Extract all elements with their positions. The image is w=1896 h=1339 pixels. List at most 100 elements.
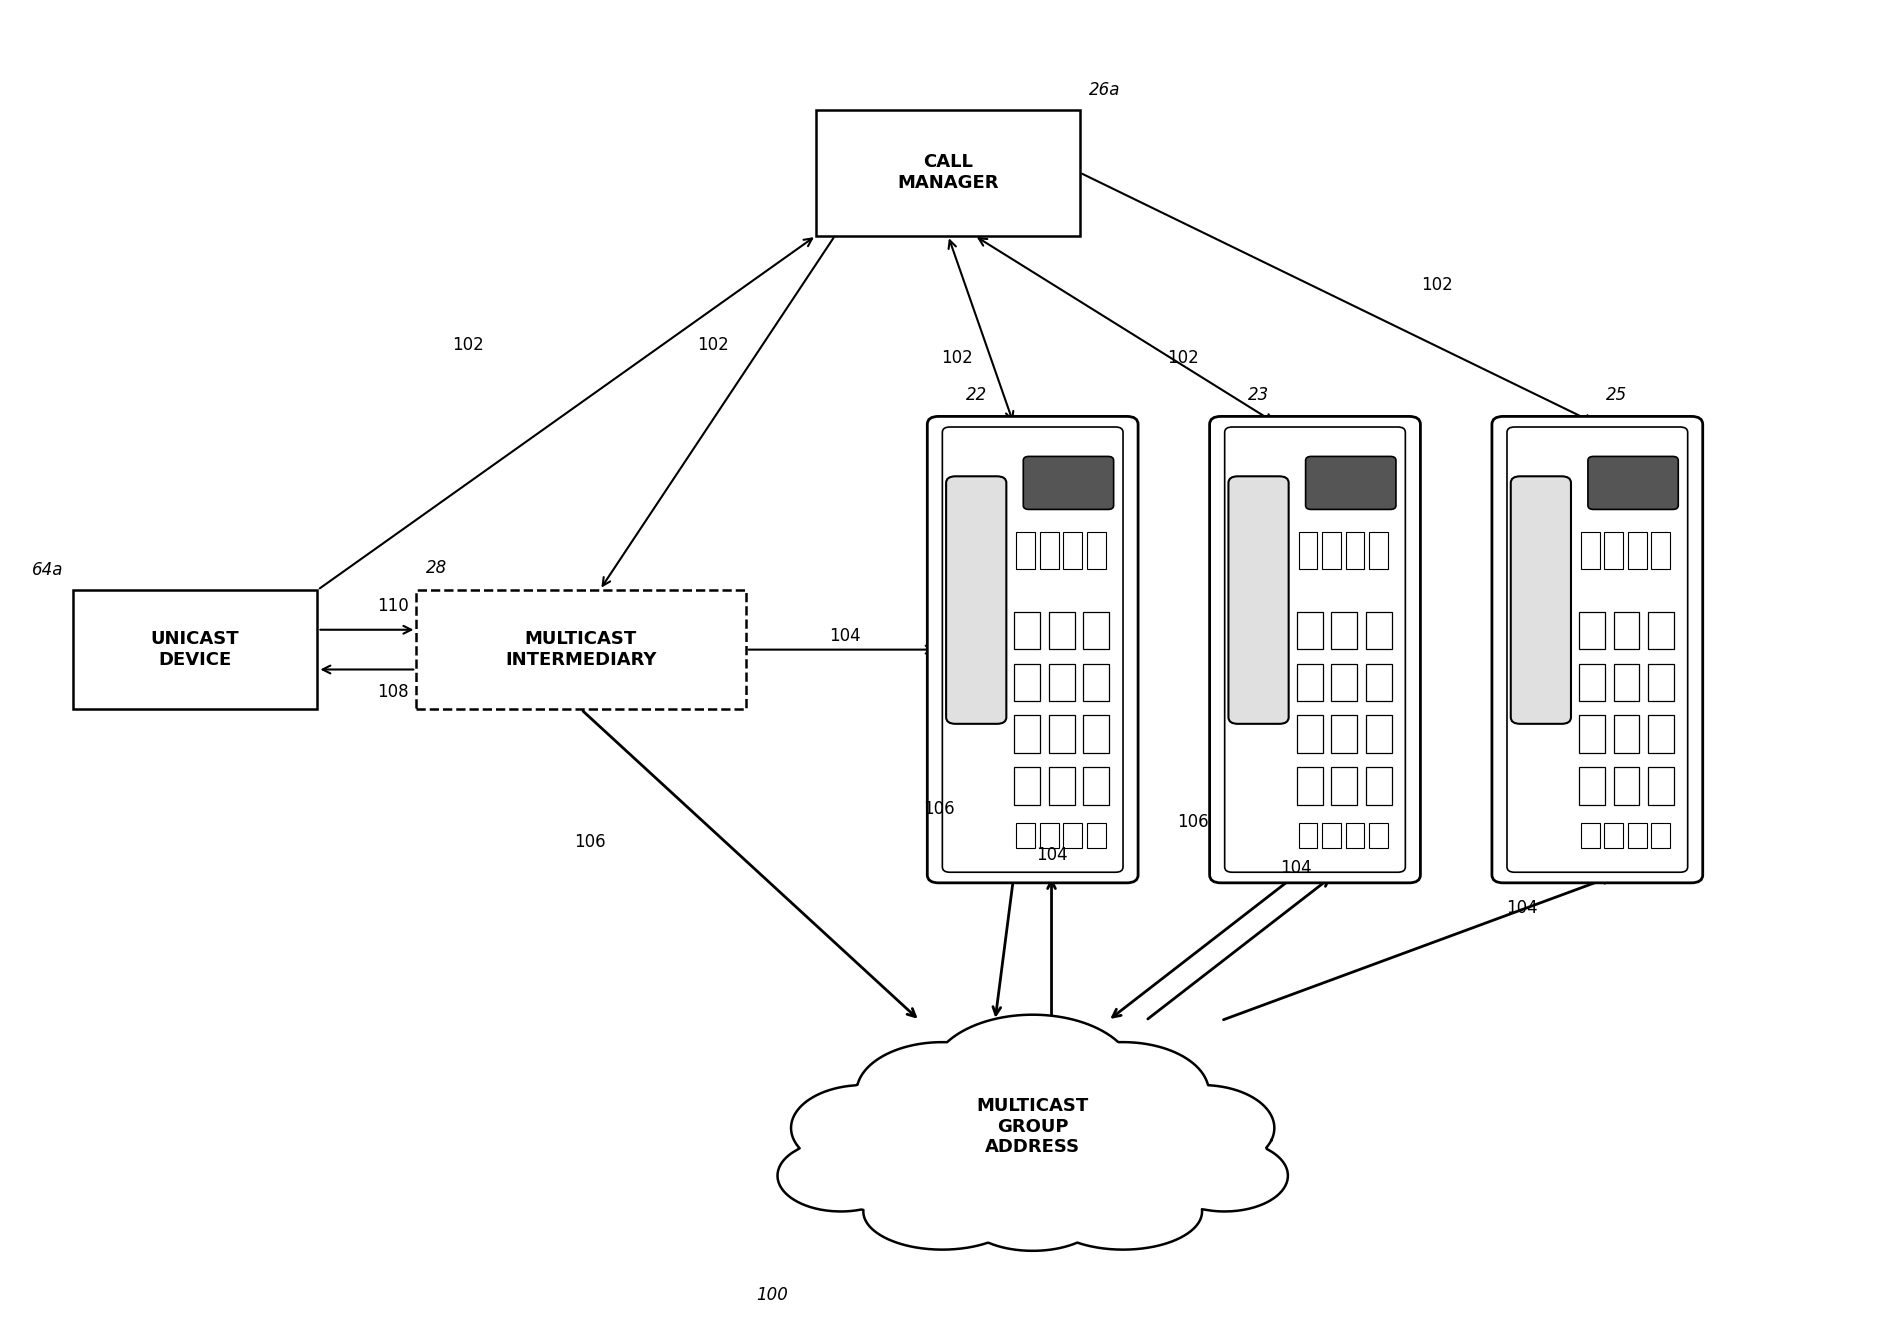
- Bar: [1346, 823, 1365, 848]
- Text: 106: 106: [923, 799, 954, 818]
- Bar: [1613, 767, 1640, 805]
- Bar: [1651, 533, 1670, 569]
- FancyBboxPatch shape: [1024, 457, 1113, 509]
- Bar: [1331, 715, 1358, 753]
- Ellipse shape: [791, 1085, 935, 1170]
- Ellipse shape: [863, 1173, 1022, 1249]
- Bar: [1629, 533, 1648, 569]
- FancyBboxPatch shape: [1507, 427, 1687, 872]
- Text: 22: 22: [965, 387, 986, 404]
- Bar: [1048, 715, 1075, 753]
- Bar: [1086, 823, 1105, 848]
- FancyBboxPatch shape: [1225, 427, 1405, 872]
- Bar: [1083, 715, 1109, 753]
- Bar: [1297, 664, 1323, 700]
- Ellipse shape: [1037, 1042, 1210, 1142]
- Bar: [1648, 612, 1674, 649]
- Bar: [1299, 533, 1318, 569]
- Text: 102: 102: [1168, 349, 1198, 367]
- Bar: [1083, 612, 1109, 649]
- Bar: [1048, 664, 1075, 700]
- FancyBboxPatch shape: [72, 590, 317, 710]
- Ellipse shape: [1162, 1139, 1287, 1212]
- Bar: [1297, 612, 1323, 649]
- Bar: [1579, 715, 1604, 753]
- Bar: [1579, 612, 1604, 649]
- Text: 104: 104: [1035, 846, 1067, 864]
- Bar: [1651, 823, 1670, 848]
- Bar: [1016, 533, 1035, 569]
- Bar: [1322, 533, 1340, 569]
- Text: 106: 106: [1177, 813, 1208, 832]
- FancyBboxPatch shape: [417, 590, 745, 710]
- Text: 25: 25: [1606, 387, 1627, 404]
- Bar: [1365, 612, 1392, 649]
- Bar: [1039, 823, 1058, 848]
- Text: CALL
MANAGER: CALL MANAGER: [897, 153, 999, 191]
- Text: MULTICAST
GROUP
ADDRESS: MULTICAST GROUP ADDRESS: [976, 1097, 1088, 1157]
- Bar: [1083, 767, 1109, 805]
- Bar: [1331, 664, 1358, 700]
- Bar: [1365, 715, 1392, 753]
- Bar: [1629, 823, 1648, 848]
- FancyBboxPatch shape: [942, 427, 1122, 872]
- Polygon shape: [777, 1015, 1287, 1251]
- Text: 104: 104: [1505, 898, 1538, 917]
- Bar: [1365, 664, 1392, 700]
- Text: MULTICAST
INTERMEDIARY: MULTICAST INTERMEDIARY: [504, 631, 656, 670]
- Ellipse shape: [829, 1044, 1236, 1236]
- Bar: [1346, 533, 1365, 569]
- FancyBboxPatch shape: [1229, 477, 1289, 724]
- Bar: [1014, 767, 1041, 805]
- Bar: [1613, 612, 1640, 649]
- Text: 64a: 64a: [32, 561, 63, 580]
- Bar: [1014, 612, 1041, 649]
- FancyBboxPatch shape: [946, 477, 1007, 724]
- Text: 26a: 26a: [1088, 82, 1121, 99]
- Bar: [1581, 823, 1600, 848]
- Ellipse shape: [965, 1184, 1100, 1251]
- Ellipse shape: [1130, 1085, 1274, 1170]
- FancyBboxPatch shape: [1492, 416, 1703, 882]
- Bar: [1369, 533, 1388, 569]
- Bar: [1083, 664, 1109, 700]
- Bar: [1648, 715, 1674, 753]
- Text: 104: 104: [1280, 860, 1312, 877]
- Ellipse shape: [777, 1139, 904, 1212]
- Bar: [1331, 767, 1358, 805]
- Bar: [1331, 612, 1358, 649]
- Text: 102: 102: [451, 336, 483, 353]
- Text: 102: 102: [1422, 276, 1452, 295]
- Bar: [1581, 533, 1600, 569]
- Ellipse shape: [857, 1042, 1028, 1142]
- Bar: [1613, 715, 1640, 753]
- Bar: [1048, 767, 1075, 805]
- FancyBboxPatch shape: [1306, 457, 1395, 509]
- Bar: [1579, 767, 1604, 805]
- Bar: [1064, 823, 1083, 848]
- Text: 23: 23: [1248, 387, 1268, 404]
- Bar: [1039, 533, 1058, 569]
- FancyBboxPatch shape: [927, 416, 1138, 882]
- Text: 102: 102: [698, 336, 728, 353]
- Bar: [1297, 767, 1323, 805]
- Bar: [1086, 533, 1105, 569]
- Text: 102: 102: [942, 349, 973, 367]
- Ellipse shape: [931, 1015, 1134, 1134]
- Bar: [1014, 715, 1041, 753]
- Bar: [1048, 612, 1075, 649]
- Text: 104: 104: [829, 628, 861, 645]
- Bar: [1369, 823, 1388, 848]
- Ellipse shape: [1045, 1173, 1202, 1249]
- Bar: [1299, 823, 1318, 848]
- Bar: [1064, 533, 1083, 569]
- Text: UNICAST
DEVICE: UNICAST DEVICE: [152, 631, 239, 670]
- Bar: [1579, 664, 1604, 700]
- Bar: [1604, 533, 1623, 569]
- Bar: [1014, 664, 1041, 700]
- Bar: [1613, 664, 1640, 700]
- Text: 100: 100: [757, 1285, 789, 1304]
- Bar: [1297, 715, 1323, 753]
- FancyBboxPatch shape: [1589, 457, 1678, 509]
- Bar: [1322, 823, 1340, 848]
